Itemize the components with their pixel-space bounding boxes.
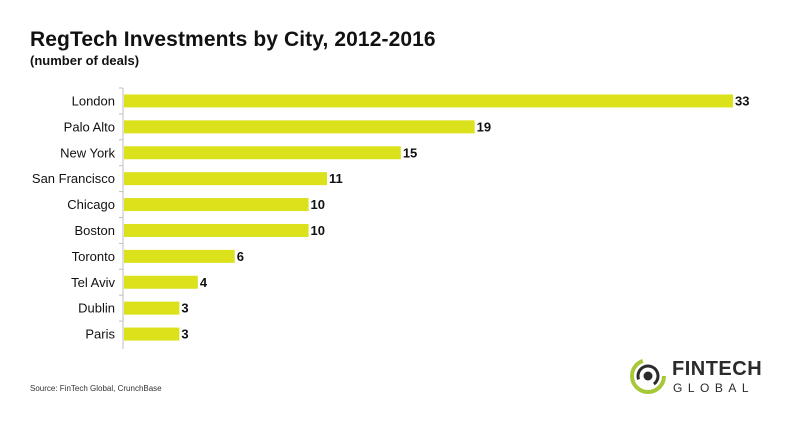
fintech-global-logo: FINTECH GLOBAL [628,352,778,402]
value-label: 3 [181,327,188,342]
category-label: Chicago [67,197,115,212]
chart-subtitle: (number of deals) [30,53,140,68]
logo-text-fintech: FINTECH [672,358,763,380]
bar [124,94,733,108]
category-label: Toronto [72,249,115,264]
bar [124,223,309,237]
bar [124,249,235,263]
value-label: 6 [237,249,244,264]
bar [124,301,180,315]
bar [124,275,198,289]
category-label: Tel Aviv [71,275,115,290]
value-label: 10 [311,197,325,212]
value-label: 11 [329,171,343,186]
value-label: 15 [403,145,417,160]
bar [124,120,475,134]
category-label: Dublin [78,301,115,316]
logo-text-global: GLOBAL [673,381,755,395]
value-label: 10 [311,223,325,238]
category-label: Paris [85,327,115,342]
value-label: 4 [200,275,208,290]
bar [124,172,327,186]
chart-title: RegTech Investments by City, 2012-2016 [30,28,436,51]
source-note: Source: FinTech Global, CrunchBase [30,384,162,393]
bar [124,327,180,341]
category-label: London [72,93,115,108]
fintech-global-logo-icon [630,358,666,394]
bar [124,146,401,160]
category-label: Palo Alto [64,119,115,134]
category-label: New York [60,145,115,160]
value-label: 3 [181,301,188,316]
value-label: 33 [735,93,749,108]
value-label: 19 [477,119,491,134]
category-label: San Francisco [32,171,115,186]
bar [124,198,309,212]
category-label: Boston [75,223,115,238]
